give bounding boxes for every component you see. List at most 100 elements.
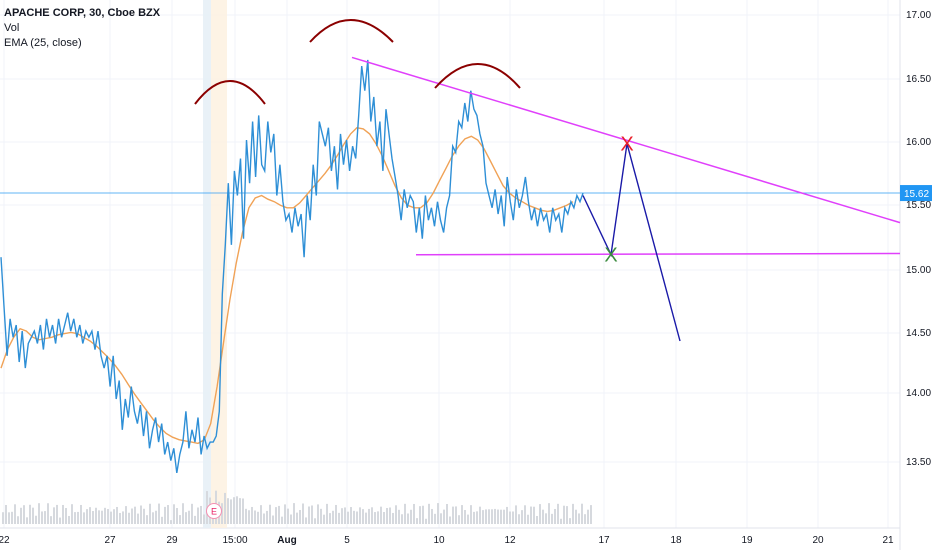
ema-indicator-label[interactable]: EMA (25, close)	[4, 37, 82, 49]
volume-bar	[14, 504, 16, 524]
volume-bar	[182, 503, 184, 524]
volume-bar	[578, 513, 580, 524]
volume-bar	[308, 506, 310, 524]
volume-bar	[239, 498, 241, 524]
price-series	[0, 59, 584, 474]
volume-bar	[452, 506, 454, 524]
price-tick-label: 16.00	[906, 137, 931, 148]
volume-bar	[11, 511, 13, 524]
volume-bar	[377, 511, 379, 524]
volume-bar	[263, 513, 265, 524]
volume-bar	[521, 510, 523, 524]
volume-bar	[587, 509, 589, 524]
volume-bar	[419, 506, 421, 524]
volume-bar	[32, 507, 34, 524]
volume-bar	[269, 504, 271, 524]
volume-bar	[245, 508, 247, 524]
volume-bar	[290, 514, 292, 524]
price-tick-label: 14.50	[906, 328, 931, 339]
volume-bar	[56, 504, 58, 524]
volume-bar	[257, 511, 259, 524]
time-tick-label: 10	[433, 535, 445, 546]
volume-bar	[113, 509, 115, 524]
volume-bar	[230, 499, 232, 524]
price-axis[interactable]: 13.50 14.00 14.50 15.00 15.50 16.00 16.50 17.00	[906, 10, 931, 468]
volume-bar	[266, 510, 268, 524]
volume-bar	[134, 506, 136, 524]
time-tick-label: 15:00	[222, 535, 247, 546]
symbol-title[interactable]: APACHE CORP, 30, Cboe BZX	[4, 7, 161, 19]
volume-bar	[326, 503, 328, 524]
time-tick-label: Aug	[277, 535, 296, 546]
volume-bar	[485, 509, 487, 524]
volume-bar	[350, 507, 352, 524]
volume-bar	[353, 510, 355, 524]
volume-bar	[236, 496, 238, 524]
volume-bar	[107, 509, 109, 524]
volume-bar	[191, 503, 193, 524]
volume-bar	[20, 507, 22, 524]
volume-bar	[389, 507, 391, 524]
volume-bar	[434, 513, 436, 524]
time-tick-label: 27	[104, 535, 116, 546]
time-tick-label: 17	[598, 535, 610, 546]
volume-bar	[470, 505, 472, 524]
volume-bar	[515, 505, 517, 524]
volume-bar	[251, 506, 253, 524]
head-arc	[309, 19, 394, 43]
earnings-marker[interactable]: E	[206, 503, 222, 519]
price-tick-label: 17.00	[906, 10, 931, 21]
volume-bar	[557, 503, 559, 524]
volume-bar	[575, 509, 577, 524]
volume-bar	[536, 516, 538, 524]
volume-indicator-label[interactable]: Vol	[4, 22, 20, 34]
volume-bar	[548, 503, 550, 524]
time-tick-label: 22	[0, 535, 10, 546]
time-tick-label: 21	[882, 535, 894, 546]
volume-bars	[2, 490, 592, 524]
volume-bar	[473, 511, 475, 524]
resistance-trendline	[351, 56, 901, 224]
volume-bar	[560, 518, 562, 524]
volume-bar	[80, 504, 82, 524]
volume-bar	[563, 505, 565, 524]
time-tick-label: 12	[504, 535, 516, 546]
volume-bar	[359, 507, 361, 524]
price-line	[0, 59, 584, 474]
volume-bar	[17, 516, 19, 524]
volume-bar	[122, 511, 124, 524]
volume-bar	[554, 508, 556, 524]
volume-bar	[146, 515, 148, 524]
volume-bar	[455, 506, 457, 524]
volume-bar	[47, 503, 49, 524]
volume-bar	[476, 511, 478, 524]
volume-bar	[38, 503, 40, 524]
volume-bar	[194, 515, 196, 524]
time-axis[interactable]: 22 27 29 15:00 Aug 5 10 12 17 18 19 20 21	[0, 535, 894, 546]
earnings-circle	[206, 503, 222, 519]
time-tick-label: 5	[344, 535, 350, 546]
volume-bar	[428, 503, 430, 524]
volume-bar	[566, 506, 568, 524]
volume-bar	[581, 503, 583, 524]
volume-bar	[407, 513, 409, 524]
volume-bar	[449, 516, 451, 524]
session-band	[203, 0, 211, 528]
volume-bar	[92, 511, 94, 524]
volume-bar	[518, 514, 520, 524]
volume-bar	[329, 513, 331, 524]
volume-bar	[362, 509, 364, 524]
volume-bar	[425, 518, 427, 524]
volume-bar	[143, 508, 145, 524]
volume-bar	[509, 511, 511, 524]
volume-bar	[323, 514, 325, 524]
volume-bar	[422, 505, 424, 524]
volume-bar	[392, 512, 394, 524]
volume-bar	[503, 509, 505, 524]
volume-bar	[488, 509, 490, 524]
volume-bar	[314, 518, 316, 524]
volume-bar	[203, 514, 205, 524]
volume-bar	[98, 510, 100, 524]
left-shoulder-arc	[194, 80, 266, 105]
